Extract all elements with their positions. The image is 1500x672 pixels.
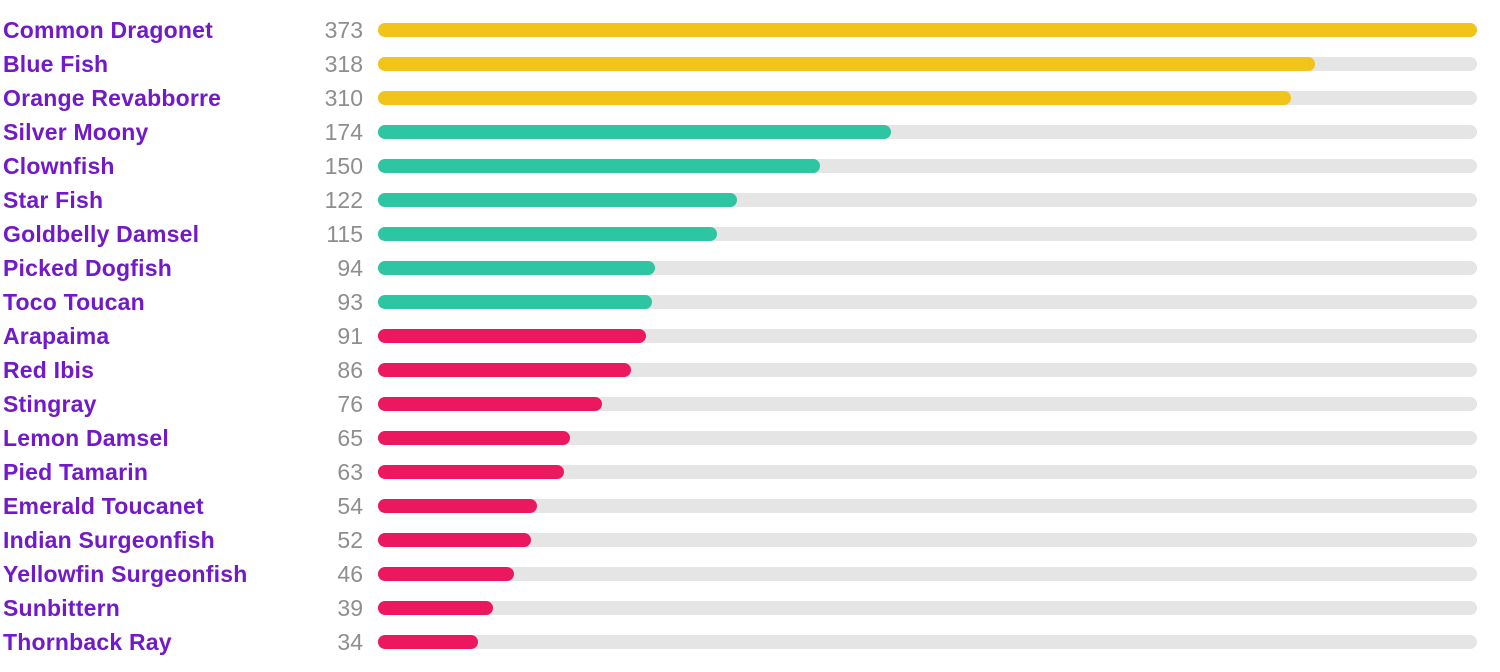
bar [378, 567, 514, 581]
chart-row: Yellowfin Surgeonfish 46 [3, 557, 1477, 591]
bar [378, 465, 564, 479]
chart-row: Goldbelly Damsel 115 [3, 217, 1477, 251]
value-label: 91 [337, 322, 363, 349]
value-label: 93 [337, 288, 363, 315]
bar [378, 193, 738, 207]
category-label: Thornback Ray [3, 628, 172, 655]
bar-track [378, 57, 1477, 71]
chart-row: Silver Moony 174 [3, 115, 1477, 149]
chart-row: Arapaima 91 [3, 319, 1477, 353]
value-label: 94 [337, 254, 363, 281]
chart-row: Pied Tamarin 63 [3, 455, 1477, 489]
bar [378, 329, 647, 343]
value-label: 373 [324, 16, 363, 43]
chart-row: Red Ibis 86 [3, 353, 1477, 387]
category-label: Picked Dogfish [3, 254, 172, 281]
category-label: Arapaima [3, 322, 110, 349]
bar [378, 499, 538, 513]
value-label: 174 [324, 118, 363, 145]
bar-track [378, 431, 1477, 445]
category-label: Red Ibis [3, 356, 95, 383]
chart-row: Orange Revabborre 310 [3, 81, 1477, 115]
bar-track [378, 533, 1477, 547]
bar-track [378, 601, 1477, 615]
bar [378, 601, 493, 615]
bar [378, 57, 1315, 71]
bar [378, 261, 655, 275]
category-label: Sunbittern [3, 594, 120, 621]
chart-row: Thornback Ray 34 [3, 625, 1477, 659]
bar-track [378, 193, 1477, 207]
category-label: Lemon Damsel [3, 424, 170, 451]
value-label: 46 [337, 560, 363, 587]
category-label: Common Dragonet [3, 16, 213, 43]
bar [378, 363, 632, 377]
bar-track [378, 499, 1477, 513]
chart-row: Clownfish 150 [3, 149, 1477, 183]
chart-row: Lemon Damsel 65 [3, 421, 1477, 455]
bar [378, 533, 532, 547]
chart-row: Picked Dogfish 94 [3, 251, 1477, 285]
category-label: Emerald Toucanet [3, 492, 204, 519]
value-label: 65 [337, 424, 363, 451]
bar-track [378, 23, 1477, 37]
category-label: Indian Surgeonfish [3, 526, 215, 553]
bar-track [378, 465, 1477, 479]
value-label: 318 [324, 50, 363, 77]
bar [378, 227, 717, 241]
category-label: Pied Tamarin [3, 458, 149, 485]
bar [378, 397, 602, 411]
value-label: 86 [337, 356, 363, 383]
value-label: 76 [337, 390, 363, 417]
chart-row: Common Dragonet 373 [3, 13, 1477, 47]
category-label: Blue Fish [3, 50, 109, 77]
bar-track [378, 567, 1477, 581]
category-label: Yellowfin Surgeonfish [3, 560, 248, 587]
category-label: Toco Toucan [3, 288, 145, 315]
bar [378, 125, 891, 139]
bar-track [378, 125, 1477, 139]
bar-track [378, 91, 1477, 105]
bar [378, 431, 570, 445]
category-label: Stingray [3, 390, 97, 417]
bar [378, 635, 479, 649]
bar-track [378, 397, 1477, 411]
bar-track [378, 261, 1477, 275]
chart-row: Sunbittern 39 [3, 591, 1477, 625]
chart-row: Indian Surgeonfish 52 [3, 523, 1477, 557]
value-label: 63 [337, 458, 363, 485]
bar-track [378, 159, 1477, 173]
bar-track [378, 635, 1477, 649]
value-label: 115 [326, 220, 363, 247]
value-label: 34 [337, 628, 363, 655]
value-label: 122 [324, 186, 363, 213]
chart-row: Stingray 76 [3, 387, 1477, 421]
chart-row: Star Fish 122 [3, 183, 1477, 217]
category-label: Clownfish [3, 152, 115, 179]
bar-track [378, 295, 1477, 309]
bar [378, 295, 652, 309]
bar-track [378, 363, 1477, 377]
category-label: Silver Moony [3, 118, 149, 145]
value-label: 39 [337, 594, 363, 621]
value-label: 310 [324, 84, 363, 111]
value-label: 52 [337, 526, 363, 553]
value-label: 150 [324, 152, 363, 179]
category-label: Star Fish [3, 186, 104, 213]
bar [378, 159, 820, 173]
chart-row: Emerald Toucanet 54 [3, 489, 1477, 523]
bar [378, 91, 1292, 105]
category-label: Orange Revabborre [3, 84, 222, 111]
bar [378, 23, 1477, 37]
chart-row: Blue Fish 318 [3, 47, 1477, 81]
chart-row: Toco Toucan 93 [3, 285, 1477, 319]
bar-track [378, 227, 1477, 241]
category-label: Goldbelly Damsel [3, 220, 200, 247]
value-label: 54 [337, 492, 363, 519]
bar-track [378, 329, 1477, 343]
